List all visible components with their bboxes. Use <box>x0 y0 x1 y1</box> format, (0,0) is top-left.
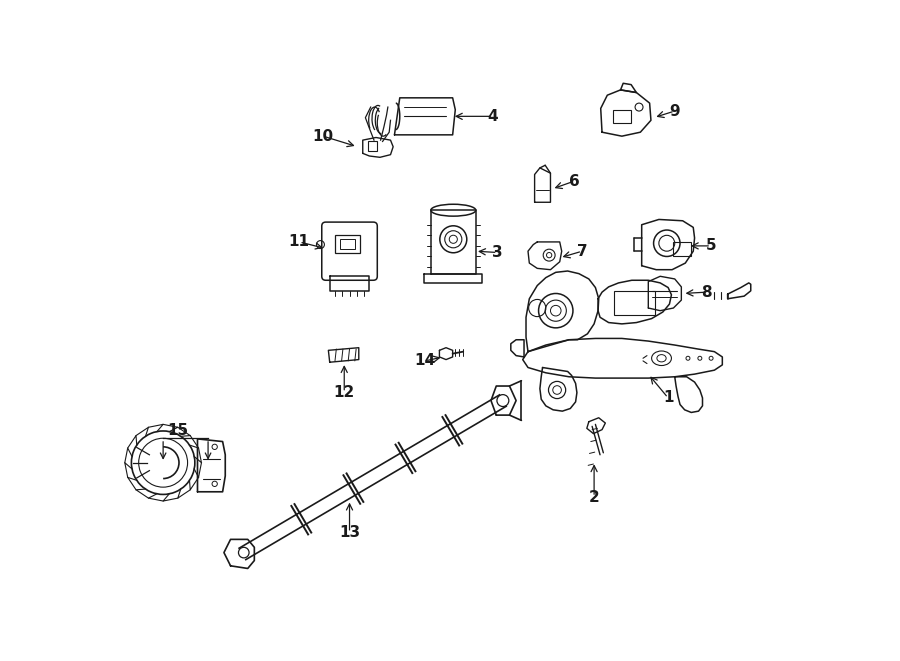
Text: 5: 5 <box>706 239 716 253</box>
Bar <box>340 239 355 249</box>
Text: 9: 9 <box>670 104 680 118</box>
Text: 14: 14 <box>414 354 436 368</box>
Bar <box>335 235 360 253</box>
Text: 6: 6 <box>569 174 580 188</box>
Text: 15: 15 <box>167 422 188 438</box>
Text: 11: 11 <box>289 235 310 249</box>
Text: 4: 4 <box>488 109 499 124</box>
Text: 2: 2 <box>589 490 599 504</box>
Bar <box>368 141 377 151</box>
Bar <box>613 110 631 123</box>
Text: 13: 13 <box>339 525 360 540</box>
Text: 10: 10 <box>312 129 334 143</box>
Text: 7: 7 <box>577 244 588 258</box>
Text: 12: 12 <box>334 385 355 400</box>
Bar <box>673 242 690 256</box>
Text: 1: 1 <box>663 391 673 405</box>
Text: 8: 8 <box>701 285 712 299</box>
Text: 3: 3 <box>492 245 503 260</box>
Bar <box>614 291 655 315</box>
